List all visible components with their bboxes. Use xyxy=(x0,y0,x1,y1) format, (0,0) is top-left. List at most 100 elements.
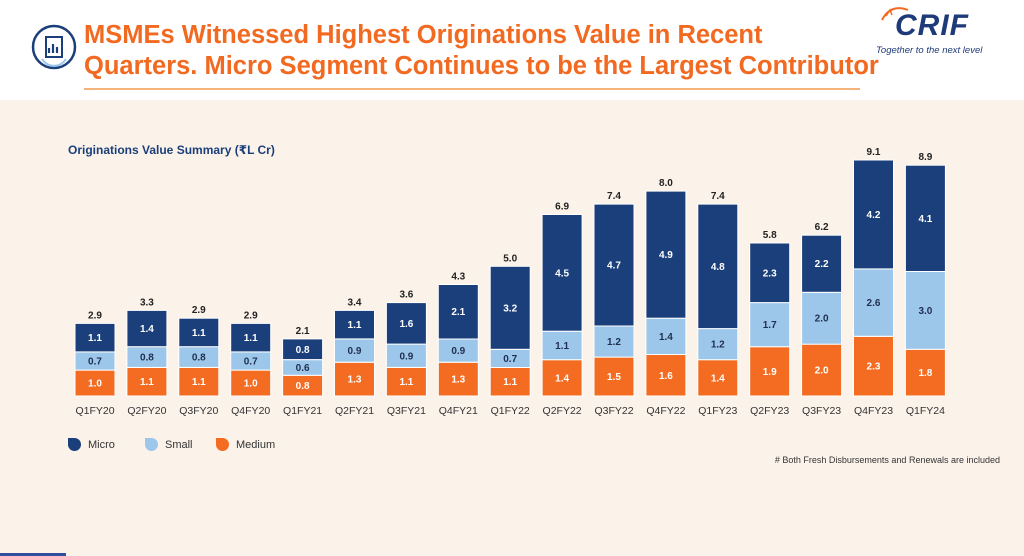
bar-segment-micro xyxy=(853,159,894,270)
data-label-small: 0.8 xyxy=(140,353,154,364)
data-label-medium: 2.3 xyxy=(867,362,881,373)
bar-segment-medium xyxy=(853,335,894,397)
x-tick-label: Q3FY23 xyxy=(802,405,841,417)
total-label: 9.1 xyxy=(867,147,881,158)
total-label: 5.8 xyxy=(763,230,777,241)
legend-label-micro: Micro xyxy=(88,438,115,451)
legend-label-small: Small xyxy=(165,438,193,451)
x-tick-label: Q2FY20 xyxy=(127,405,166,417)
data-label-small: 1.7 xyxy=(763,320,777,331)
bar-segment-micro xyxy=(593,203,635,327)
x-tick-label: Q4FY21 xyxy=(439,405,478,417)
bar-segment-micro xyxy=(645,190,687,319)
legend-label-medium: Medium xyxy=(236,438,276,451)
data-label-small: 3.0 xyxy=(918,306,932,317)
data-label-medium: 1.8 xyxy=(918,368,932,379)
data-label-micro: 1.1 xyxy=(192,328,206,339)
total-label: 2.9 xyxy=(192,305,206,316)
chart-title: Originations Value Summary (₹L Cr) xyxy=(68,143,275,157)
data-label-micro: 0.8 xyxy=(296,345,310,356)
total-label: 7.4 xyxy=(711,191,725,202)
legend-item-small: Small xyxy=(145,438,193,451)
bar-segment-medium xyxy=(541,359,583,397)
bar-segment-small xyxy=(541,330,583,361)
data-label-micro: 2.3 xyxy=(763,268,777,279)
page-title-line-2: Quarters. Micro Segment Continues to be … xyxy=(84,52,879,80)
x-tick-label: Q1FY20 xyxy=(75,405,114,417)
total-label: 3.4 xyxy=(348,297,362,308)
x-tick-label: Q2FY23 xyxy=(750,405,789,417)
data-label-small: 0.9 xyxy=(399,351,413,362)
data-label-small: 2.0 xyxy=(815,314,829,325)
data-label-micro: 4.9 xyxy=(659,250,673,261)
data-label-micro: 4.2 xyxy=(867,210,881,221)
bar-segment-small xyxy=(645,317,687,356)
x-tick-label: Q3FY22 xyxy=(594,405,633,417)
data-label-medium: 1.1 xyxy=(192,377,206,388)
x-tick-label: Q1FY21 xyxy=(283,405,322,417)
data-label-small: 0.7 xyxy=(503,354,517,365)
bar-segment-small xyxy=(749,302,791,348)
bar-segment-micro xyxy=(489,265,531,350)
total-label: 2.9 xyxy=(88,310,102,321)
bar-segment-medium xyxy=(385,367,427,397)
data-label-small: 0.7 xyxy=(244,357,258,368)
bar-segment-micro xyxy=(282,338,324,361)
legend-swatch-small xyxy=(145,438,158,451)
page-title: MSMEs Witnessed Highest Originations Val… xyxy=(84,20,884,82)
data-label-micro: 4.7 xyxy=(607,261,621,272)
bar-segment-micro xyxy=(178,317,220,348)
x-tick-label: Q4FY22 xyxy=(646,405,685,417)
x-tick-label: Q2FY22 xyxy=(543,405,582,417)
data-label-medium: 1.6 xyxy=(659,371,673,382)
data-label-small: 1.1 xyxy=(555,341,569,352)
data-label-medium: 1.1 xyxy=(503,377,517,388)
bar-segment-micro xyxy=(385,302,427,345)
data-label-medium: 1.0 xyxy=(88,379,102,390)
data-label-micro: 4.8 xyxy=(711,262,725,273)
bar-segment-medium xyxy=(593,356,635,397)
total-label: 3.3 xyxy=(140,297,154,308)
data-label-micro: 2.1 xyxy=(451,307,465,318)
chart-report-icon xyxy=(31,24,77,70)
data-label-micro: 1.1 xyxy=(88,333,102,344)
data-label-micro: 4.1 xyxy=(918,214,932,225)
bar-segment-micro xyxy=(904,164,946,272)
data-label-medium: 1.0 xyxy=(244,379,258,390)
total-label: 6.9 xyxy=(555,202,569,213)
data-label-medium: 1.9 xyxy=(763,367,777,378)
data-label-medium: 1.4 xyxy=(711,373,725,384)
bar-segment-micro xyxy=(230,322,272,353)
total-label: 5.0 xyxy=(503,253,517,264)
x-tick-label: Q1FY24 xyxy=(906,405,945,417)
total-label: 8.0 xyxy=(659,178,673,189)
data-label-medium: 1.1 xyxy=(140,377,154,388)
data-label-medium: 1.4 xyxy=(555,373,569,384)
data-label-medium: 1.3 xyxy=(348,375,362,386)
page-title-line-1: MSMEs Witnessed Highest Originations Val… xyxy=(84,21,763,49)
header: MSMEs Witnessed Highest Originations Val… xyxy=(0,0,1024,100)
legend-item-micro: Micro xyxy=(68,438,115,451)
data-label-medium: 1.3 xyxy=(451,375,465,386)
data-label-small: 2.6 xyxy=(867,298,881,309)
bar-segment-medium xyxy=(334,361,375,397)
data-label-small: 0.9 xyxy=(348,346,362,357)
total-label: 8.9 xyxy=(918,152,932,163)
data-label-small: 1.4 xyxy=(659,332,673,343)
total-label: 7.4 xyxy=(607,191,621,202)
x-tick-label: Q3FY20 xyxy=(179,405,218,417)
data-label-micro: 1.1 xyxy=(348,320,362,331)
bar-segment-micro xyxy=(801,234,843,293)
data-label-micro: 4.5 xyxy=(555,268,569,279)
x-tick-label: Q3FY21 xyxy=(387,405,426,417)
data-label-micro: 2.2 xyxy=(815,259,829,270)
total-label: 2.9 xyxy=(244,310,258,321)
x-tick-label: Q1FY23 xyxy=(698,405,737,417)
bar-segment-medium xyxy=(230,369,272,397)
data-label-small: 0.7 xyxy=(88,357,102,368)
bar-segment-medium xyxy=(489,367,531,397)
data-label-micro: 3.2 xyxy=(503,303,517,314)
legend-swatch-medium xyxy=(216,438,229,451)
bar-segment-micro xyxy=(126,309,168,348)
